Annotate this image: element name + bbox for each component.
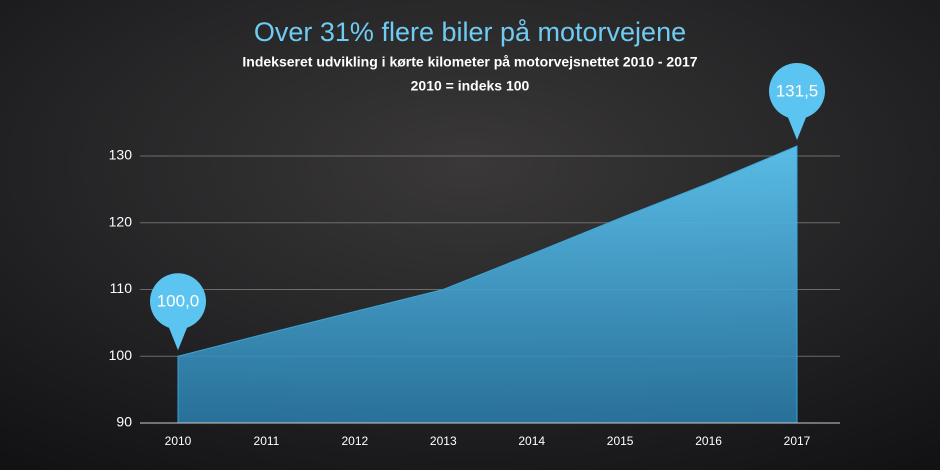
y-tick-label: 130	[109, 147, 133, 163]
x-tick-label: 2015	[607, 434, 634, 448]
x-tick-label: 2013	[430, 434, 457, 448]
x-tick-label: 2016	[695, 434, 722, 448]
x-tick-label: 2017	[784, 434, 811, 448]
x-tick-label: 2014	[518, 434, 545, 448]
chart-subtitle: Indekseret udvikling i kørte kilometer p…	[242, 54, 697, 70]
chart-title: Over 31% flere biler på motorvejene	[254, 17, 686, 47]
value-label: 131,5	[776, 81, 819, 100]
y-tick-label: 110	[110, 280, 133, 296]
chart-note: 2010 = indeks 100	[411, 78, 530, 94]
value-marker	[150, 273, 206, 330]
label-pointer	[787, 114, 807, 140]
y-tick-label: 120	[109, 213, 133, 229]
x-tick-label: 2012	[342, 434, 369, 448]
area	[177, 145, 798, 424]
x-tick-label: 2010	[165, 434, 192, 448]
y-tick-label: 100	[109, 347, 133, 363]
label-pointer	[168, 325, 188, 351]
y-tick-label: 90	[116, 414, 132, 430]
value-label: 100,0	[157, 292, 200, 311]
x-tick-label: 2011	[254, 434, 280, 448]
value-marker	[769, 62, 825, 119]
